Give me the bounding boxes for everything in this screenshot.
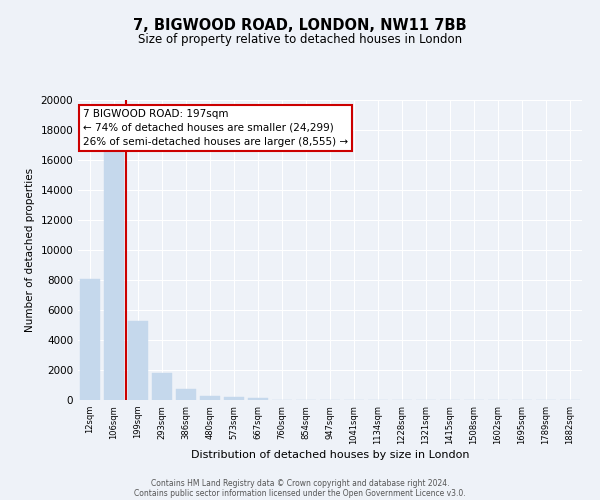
Text: 7, BIGWOOD ROAD, LONDON, NW11 7BB: 7, BIGWOOD ROAD, LONDON, NW11 7BB — [133, 18, 467, 32]
Bar — [248, 398, 268, 400]
Bar — [176, 389, 196, 400]
Bar — [80, 278, 100, 400]
Bar — [224, 398, 244, 400]
Text: Contains public sector information licensed under the Open Government Licence v3: Contains public sector information licen… — [134, 488, 466, 498]
Text: Contains HM Land Registry data © Crown copyright and database right 2024.: Contains HM Land Registry data © Crown c… — [151, 478, 449, 488]
Y-axis label: Number of detached properties: Number of detached properties — [25, 168, 35, 332]
Text: 7 BIGWOOD ROAD: 197sqm
← 74% of detached houses are smaller (24,299)
26% of semi: 7 BIGWOOD ROAD: 197sqm ← 74% of detached… — [83, 109, 348, 147]
X-axis label: Distribution of detached houses by size in London: Distribution of detached houses by size … — [191, 450, 469, 460]
Text: Size of property relative to detached houses in London: Size of property relative to detached ho… — [138, 32, 462, 46]
Bar — [200, 396, 220, 400]
Bar — [104, 152, 124, 400]
Bar — [128, 320, 148, 400]
Bar — [152, 373, 172, 400]
